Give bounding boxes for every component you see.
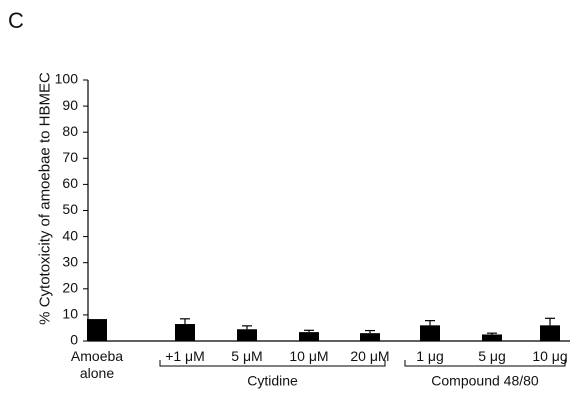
group-label: Cytidine: [247, 373, 298, 389]
x-tick-label: 5 μg: [478, 348, 506, 364]
group-bracket: [404, 360, 566, 367]
group-bracket: [159, 360, 386, 367]
bar: [175, 324, 195, 341]
bar: [482, 334, 502, 341]
y-tick-label: 20: [62, 280, 78, 296]
y-tick-label: 0: [70, 332, 78, 348]
panel-label: C: [8, 8, 24, 33]
x-tick-label: Amoeba alone: [70, 348, 124, 381]
bar: [237, 329, 257, 341]
x-tick-label: 10 μM: [289, 348, 329, 364]
y-tick-label: 80: [62, 123, 78, 139]
bar: [540, 325, 560, 341]
y-tick-label: 50: [62, 201, 78, 217]
x-tick-label: 1 μg: [416, 348, 444, 364]
y-tick-label: 30: [62, 253, 78, 269]
x-tick-label: 10 μg: [532, 348, 568, 364]
bar: [420, 325, 440, 341]
y-tick-label: 40: [62, 227, 78, 243]
y-tick-label: 90: [62, 97, 78, 113]
y-axis-label: % Cytotoxicity of amoebae to HBMEC: [36, 72, 54, 325]
bar: [299, 332, 319, 341]
x-tick-label: 20 μM: [350, 348, 390, 364]
y-tick-label: 70: [62, 149, 78, 165]
y-tick-label: 60: [62, 175, 78, 191]
x-tick-label: +1 μM: [165, 348, 205, 364]
y-tick-label: 10: [62, 306, 78, 322]
bar: [87, 319, 107, 341]
y-tick-label: 100: [55, 71, 79, 87]
group-label: Compound 48/80: [431, 373, 539, 389]
x-tick-label: 5 μM: [231, 348, 263, 364]
bar: [360, 333, 380, 341]
